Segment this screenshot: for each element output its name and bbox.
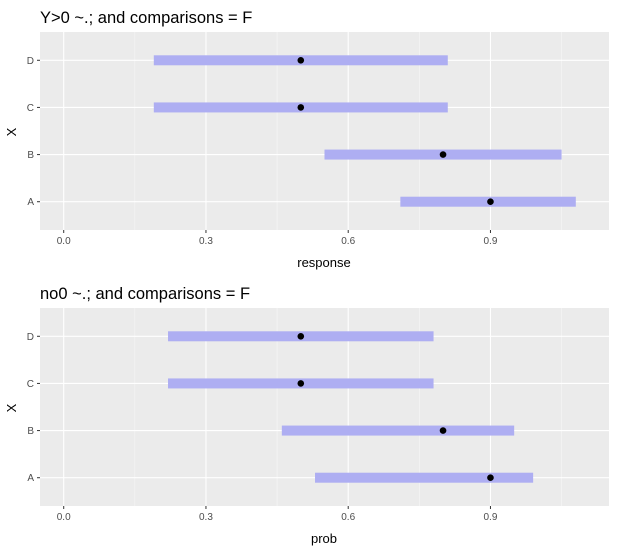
point-estimate-B — [439, 151, 447, 158]
x-tick-label: 0.9 — [484, 236, 498, 247]
x-tick-label: 0.0 — [57, 236, 71, 247]
interval-bar-A — [315, 472, 534, 483]
y-axis-label: X — [4, 403, 19, 412]
point-estimate-C — [297, 380, 305, 387]
chart-title: no0 ~.; and comparisons = F — [40, 285, 250, 303]
chart-panel-2: no0 ~.; and comparisons = F prob X 0.0 0.… — [4, 285, 609, 546]
x-tick-label: 0.3 — [199, 236, 213, 247]
x-tick-label: 0.0 — [57, 512, 71, 523]
y-tick-label: B — [27, 426, 34, 437]
point-estimate-A — [487, 474, 494, 482]
point-estimate-B — [439, 427, 447, 434]
point-estimate-D — [297, 56, 305, 64]
x-axis-label: response — [297, 255, 350, 270]
point-estimate-D — [297, 332, 305, 340]
y-tick-label: D — [27, 56, 34, 67]
point-estimate-A — [487, 198, 494, 206]
interval-bar-B — [281, 425, 515, 436]
chart-title: Y>0 ~.; and comparisons = F — [40, 9, 252, 27]
x-tick-label: 0.6 — [341, 236, 355, 247]
point-estimate-C — [297, 104, 305, 111]
y-axis-label: X — [4, 127, 19, 136]
y-tick-label: A — [27, 197, 34, 208]
chart-panel-1: Y>0 ~.; and comparisons = F response X 0… — [4, 9, 609, 270]
x-axis-label: prob — [311, 531, 337, 546]
y-tick-label: C — [27, 379, 34, 390]
x-tick-label: 0.3 — [199, 512, 213, 523]
y-tick-label: C — [27, 103, 34, 114]
x-tick-label: 0.6 — [341, 512, 355, 523]
y-tick-label: A — [27, 473, 34, 484]
y-tick-label: D — [27, 332, 34, 343]
x-tick-label: 0.9 — [484, 512, 498, 523]
y-tick-label: B — [27, 150, 34, 161]
